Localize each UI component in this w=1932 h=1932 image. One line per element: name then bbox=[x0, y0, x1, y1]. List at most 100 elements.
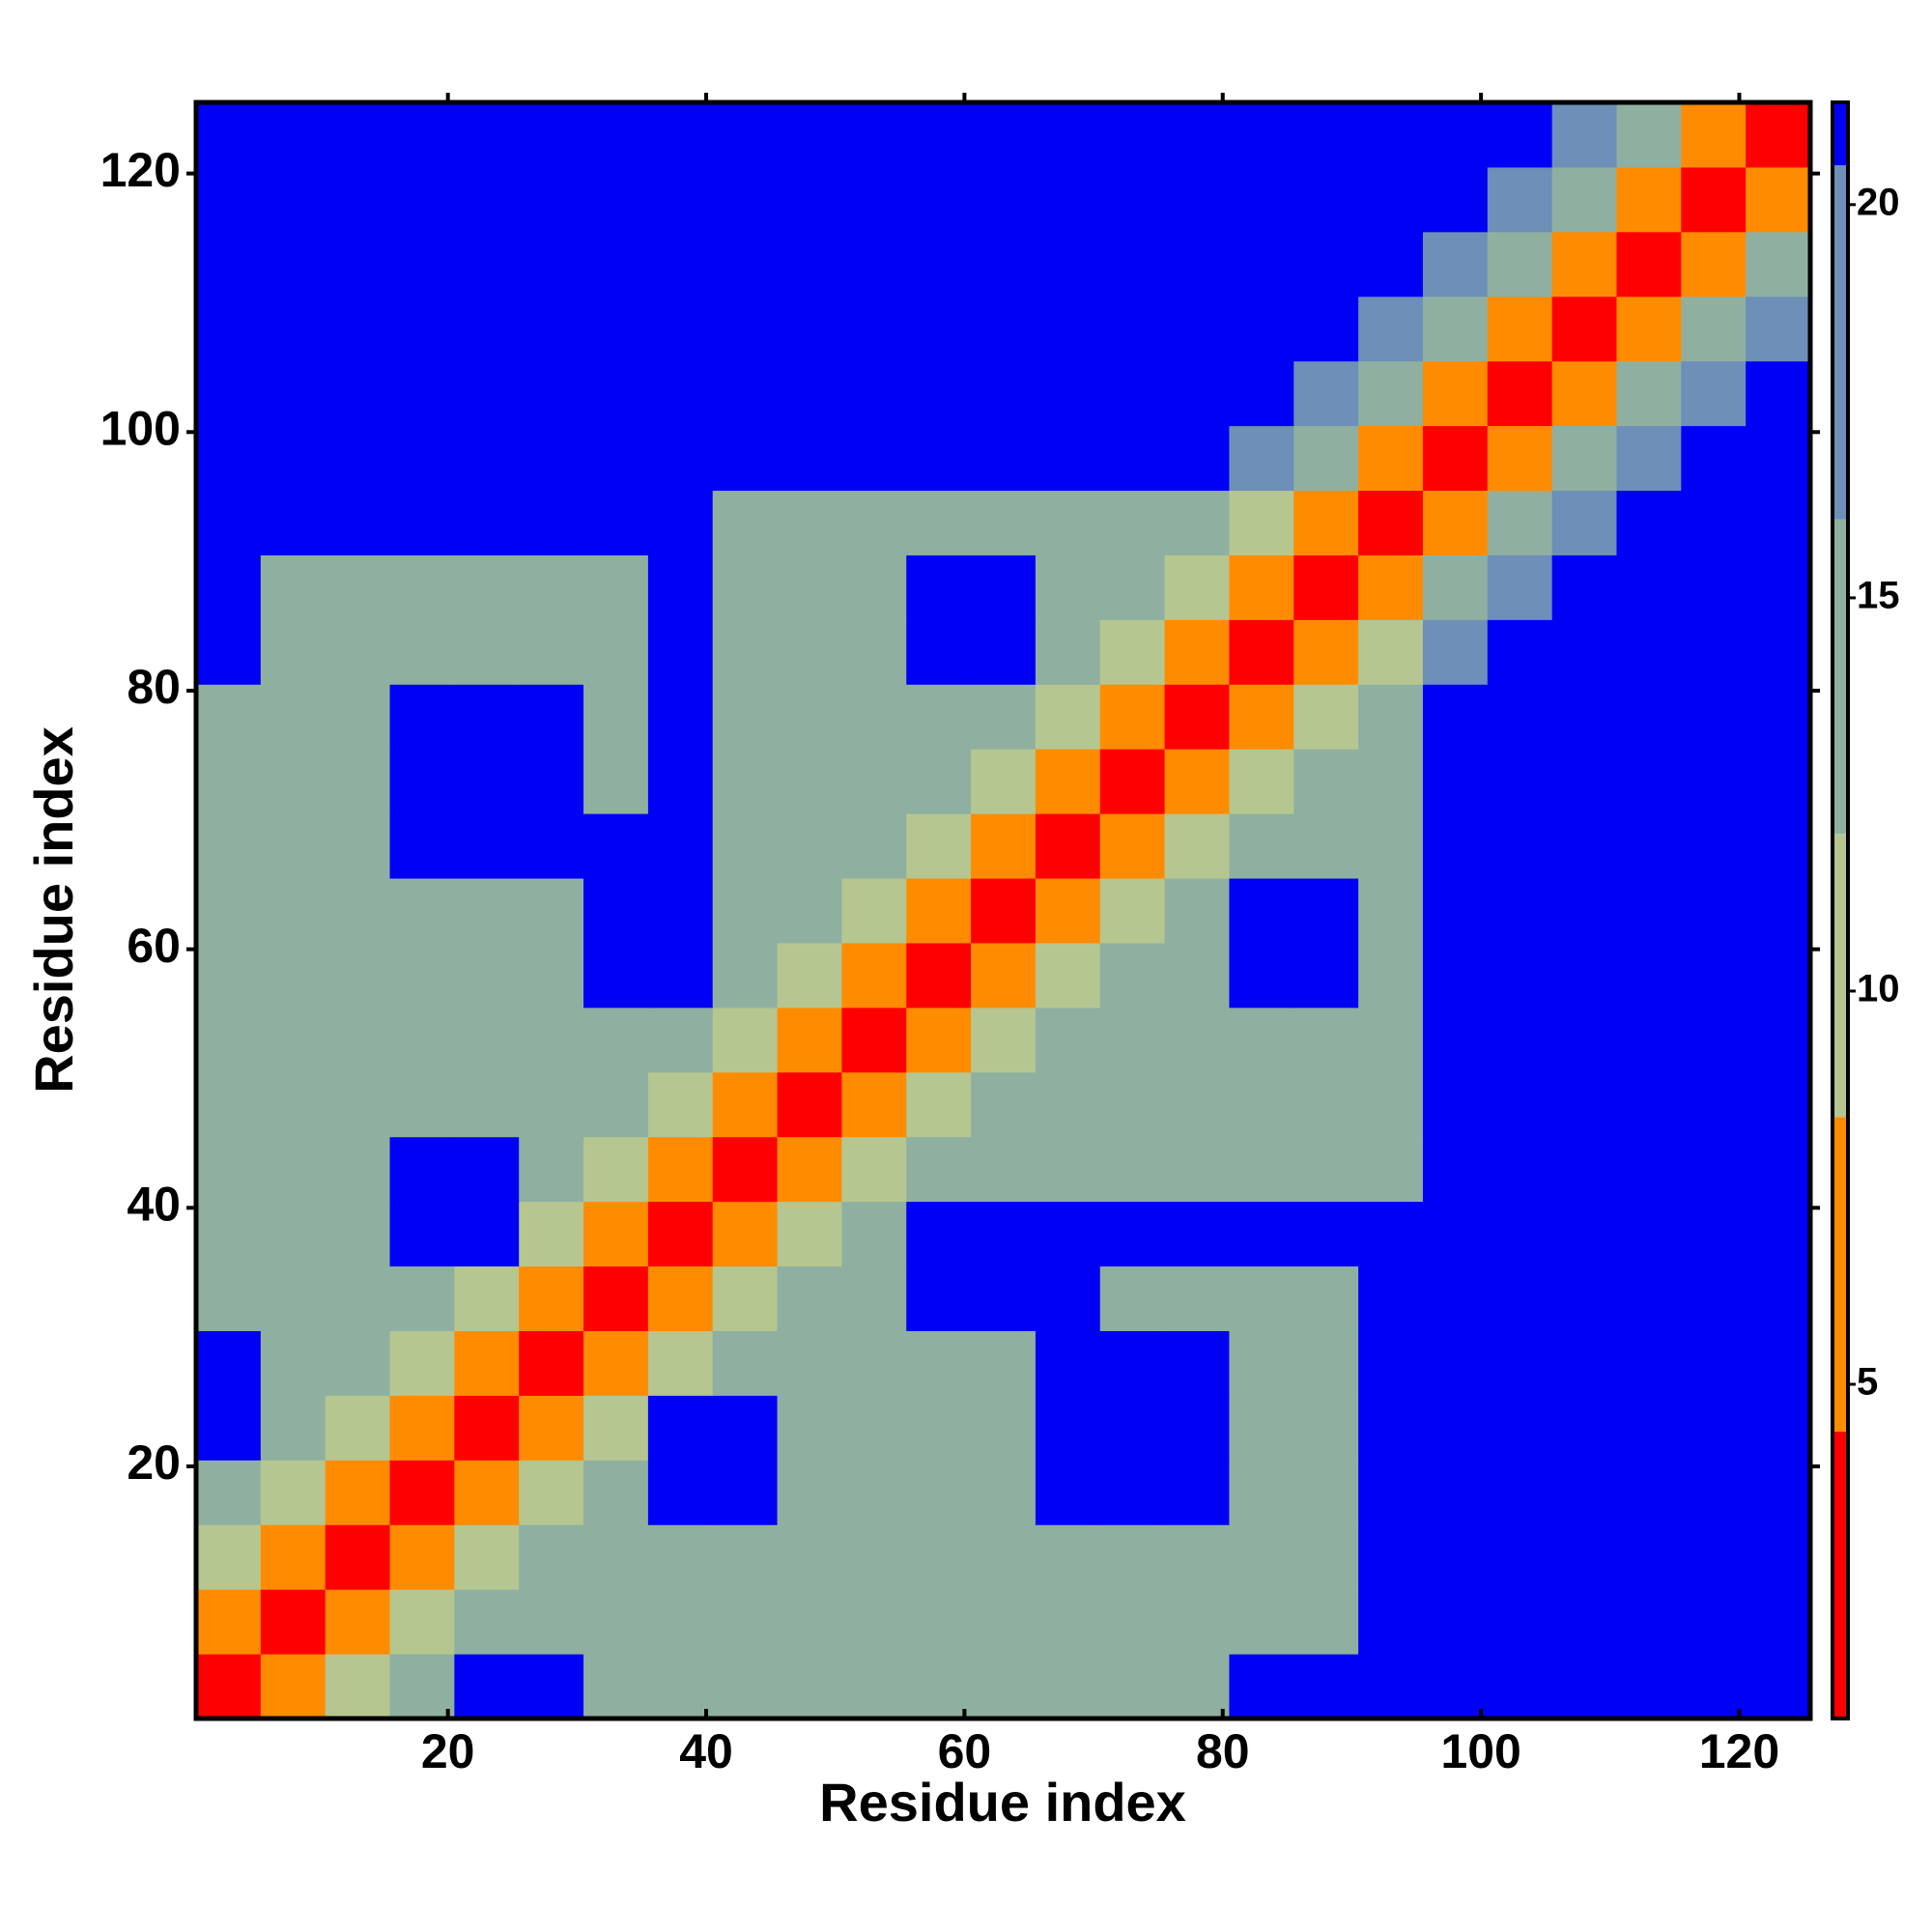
y-tick-label: 100 bbox=[100, 401, 181, 455]
heatmap-cell bbox=[1746, 102, 1811, 168]
heatmap-cell bbox=[1746, 1330, 1811, 1396]
heatmap-cell bbox=[1551, 942, 1617, 1009]
heatmap-cell bbox=[1616, 1589, 1682, 1655]
heatmap-cell bbox=[583, 1524, 649, 1590]
heatmap-cell bbox=[1164, 296, 1230, 362]
heatmap-cell bbox=[1099, 231, 1166, 298]
heatmap-cell bbox=[1293, 619, 1359, 685]
heatmap-cell bbox=[583, 166, 649, 233]
heatmap-cell bbox=[1746, 1265, 1811, 1331]
heatmap-cell bbox=[519, 684, 584, 750]
heatmap-cell bbox=[260, 878, 327, 944]
heatmap-cell bbox=[647, 1654, 714, 1719]
heatmap-cell bbox=[1358, 1524, 1424, 1590]
heatmap-cell bbox=[712, 1524, 779, 1590]
heatmap-cell bbox=[519, 1460, 584, 1525]
heatmap-cell bbox=[196, 1071, 262, 1138]
heatmap-cell bbox=[1035, 1460, 1101, 1525]
heatmap-cell bbox=[712, 490, 779, 555]
heatmap-cell bbox=[777, 296, 842, 362]
heatmap-cell bbox=[841, 1201, 907, 1267]
heatmap-cell bbox=[196, 231, 262, 298]
heatmap-cell bbox=[1229, 231, 1294, 298]
heatmap-cell bbox=[454, 425, 520, 492]
heatmap-cell bbox=[906, 1136, 972, 1203]
heatmap-cell bbox=[1487, 1071, 1553, 1138]
heatmap-cell bbox=[971, 1589, 1037, 1655]
heatmap-cell bbox=[1358, 1395, 1424, 1461]
heatmap-cell bbox=[841, 749, 907, 814]
heatmap-cell bbox=[712, 1265, 779, 1331]
heatmap-cell bbox=[1746, 166, 1811, 233]
heatmap-cell bbox=[1229, 813, 1294, 879]
heatmap-cell bbox=[906, 813, 972, 879]
heatmap-cell bbox=[583, 878, 649, 944]
heatmap-cell bbox=[389, 749, 455, 814]
y-axis-title: Residue index bbox=[23, 726, 84, 1094]
heatmap-cell bbox=[841, 1395, 907, 1461]
heatmap-cell bbox=[971, 1071, 1037, 1138]
heatmap-cell bbox=[196, 166, 262, 233]
heatmap-cell bbox=[906, 554, 972, 620]
heatmap-cell bbox=[1164, 619, 1230, 685]
heatmap-cell bbox=[712, 1071, 779, 1138]
heatmap-cell bbox=[647, 1589, 714, 1655]
heatmap-cell bbox=[906, 360, 972, 427]
heatmap-cell bbox=[325, 296, 391, 362]
heatmap-cell bbox=[971, 878, 1037, 944]
heatmap-cell bbox=[454, 1460, 520, 1525]
heatmap-cell bbox=[389, 1136, 455, 1203]
heatmap-cell bbox=[389, 1524, 455, 1590]
heatmap-cell bbox=[1551, 1460, 1617, 1525]
heatmap-cell bbox=[1358, 1071, 1424, 1138]
heatmap-cell bbox=[1616, 102, 1682, 168]
heatmap-cell bbox=[1229, 1395, 1294, 1461]
heatmap-cell bbox=[1487, 166, 1553, 233]
heatmap-cell bbox=[454, 1524, 520, 1590]
y-tick-label: 60 bbox=[127, 919, 181, 973]
heatmap-cell bbox=[325, 619, 391, 685]
heatmap-cell bbox=[1681, 166, 1747, 233]
heatmap-cell bbox=[583, 749, 649, 814]
heatmap-cell bbox=[196, 102, 262, 168]
heatmap-cell bbox=[1293, 1395, 1359, 1461]
heatmap-cell bbox=[971, 296, 1037, 362]
heatmap-cell bbox=[325, 942, 391, 1009]
heatmap-cell bbox=[583, 360, 649, 427]
heatmap-cell bbox=[389, 1201, 455, 1267]
heatmap-cell bbox=[647, 1524, 714, 1590]
heatmap-cell bbox=[325, 749, 391, 814]
x-tick-label: 20 bbox=[421, 1724, 475, 1778]
heatmap-cell bbox=[971, 1007, 1037, 1073]
heatmap-cell bbox=[260, 749, 327, 814]
heatmap-cell bbox=[1358, 425, 1424, 492]
heatmap-cell bbox=[1616, 490, 1682, 555]
heatmap-cell bbox=[1358, 166, 1424, 233]
heatmap-cell bbox=[906, 102, 972, 168]
heatmap-cell bbox=[647, 1265, 714, 1331]
heatmap-cell bbox=[1099, 554, 1166, 620]
heatmap-cell bbox=[1487, 942, 1553, 1009]
heatmap-cell bbox=[389, 296, 455, 362]
heatmap-cell bbox=[454, 360, 520, 427]
heatmap-cell bbox=[1746, 1524, 1811, 1590]
heatmap-cell bbox=[1293, 1007, 1359, 1073]
heatmap-cell bbox=[260, 1201, 327, 1267]
heatmap-cell bbox=[583, 490, 649, 555]
heatmap-cell bbox=[519, 1330, 584, 1396]
heatmap-cell bbox=[1551, 1330, 1617, 1396]
heatmap-cell bbox=[196, 490, 262, 555]
heatmap-cell bbox=[1293, 360, 1359, 427]
heatmap-cell bbox=[389, 1071, 455, 1138]
heatmap-cell bbox=[1099, 490, 1166, 555]
heatmap-cell bbox=[647, 813, 714, 879]
heatmap-cell bbox=[712, 942, 779, 1009]
heatmap-cell bbox=[1293, 166, 1359, 233]
heatmap-cell bbox=[1035, 619, 1101, 685]
heatmap-cell bbox=[1358, 296, 1424, 362]
heatmap-cell bbox=[1229, 1265, 1294, 1331]
y-tick-label: 80 bbox=[127, 660, 181, 714]
heatmap-cell bbox=[519, 619, 584, 685]
heatmap-cell bbox=[389, 1460, 455, 1525]
heatmap-cell bbox=[712, 360, 779, 427]
